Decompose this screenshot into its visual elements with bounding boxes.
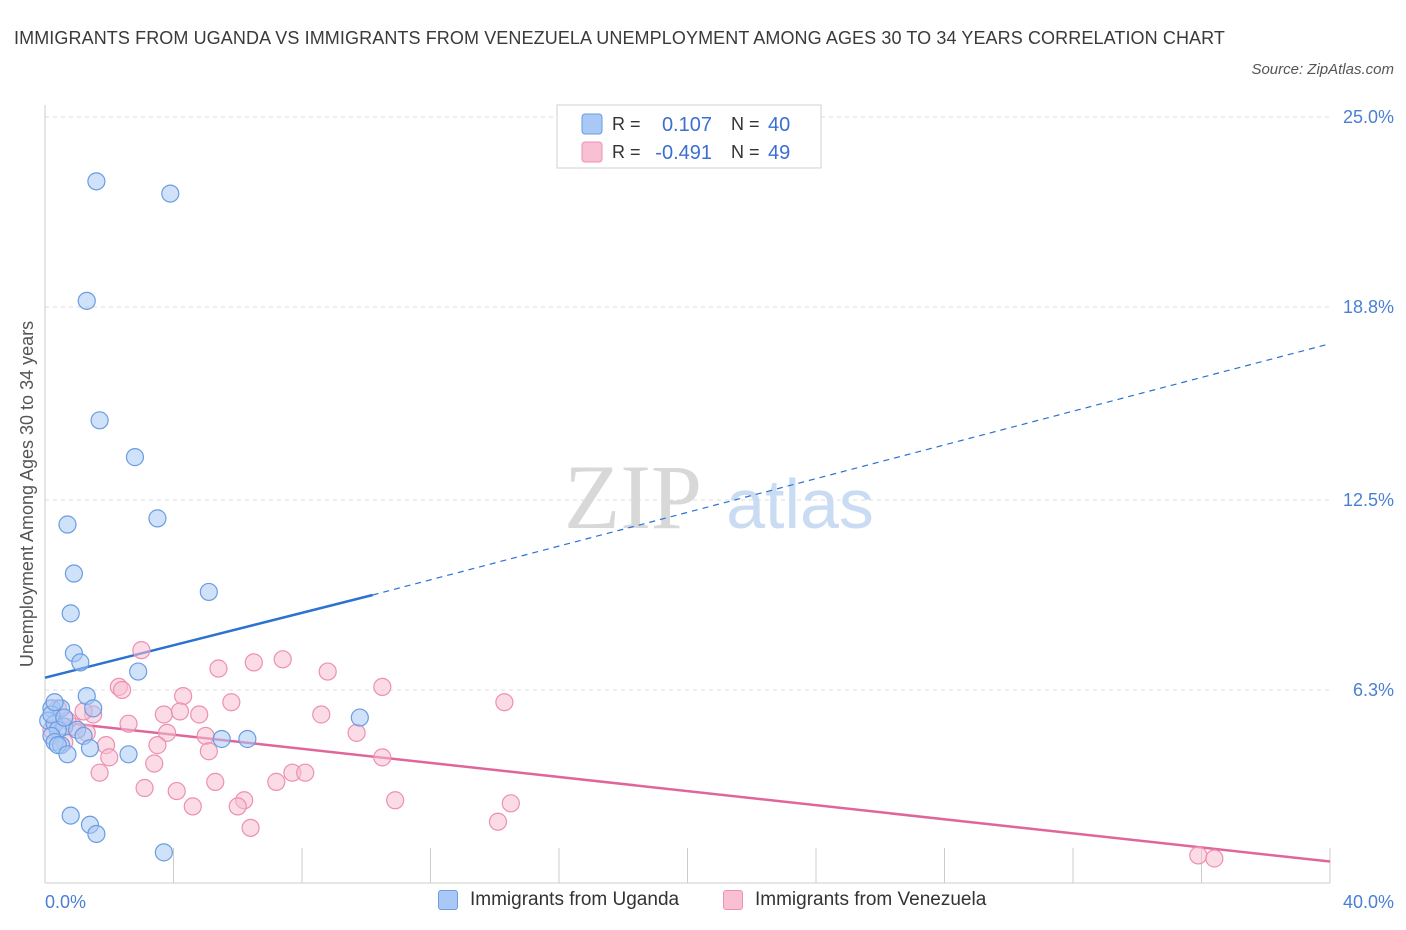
uganda-point <box>129 662 148 681</box>
venezuela-point <box>167 781 186 801</box>
venezuela-point <box>132 641 151 660</box>
venezuela-point <box>495 693 514 712</box>
venezuela-point <box>135 778 154 798</box>
uganda-point <box>238 729 257 749</box>
venezuela-point <box>119 714 138 733</box>
watermark-atlas: atlas <box>726 465 874 543</box>
trend-line-venezuela <box>44 719 1331 863</box>
venezuela-point <box>488 812 508 831</box>
venezuela-point <box>241 818 260 837</box>
legend-swatch-uganda <box>581 113 603 135</box>
y-tick-label: 12.5% <box>1343 490 1394 510</box>
bottom-legend-venezuela: Immigrants from Venezuela <box>723 889 986 911</box>
venezuela-point <box>183 797 202 816</box>
venezuela-point <box>145 754 164 773</box>
venezuela-point <box>1189 846 1208 865</box>
uganda-point <box>148 509 167 528</box>
venezuela-point <box>222 693 241 712</box>
venezuela-point <box>318 662 337 681</box>
venezuela-point <box>209 659 228 678</box>
venezuela-point <box>112 680 132 700</box>
legend-r-label-uganda: R = <box>612 114 641 134</box>
venezuela-points <box>42 641 1224 868</box>
venezuela-point <box>347 723 366 742</box>
uganda-point <box>58 515 77 534</box>
bottom-legend-label-venezuela: Immigrants from Venezuela <box>755 889 987 910</box>
uganda-point <box>154 843 173 862</box>
legend-n-value-uganda: 40 <box>768 114 790 136</box>
uganda-point <box>61 806 80 825</box>
bottom-legend-swatch-uganda <box>438 890 458 910</box>
venezuela-point <box>312 705 331 724</box>
venezuela-point <box>296 763 315 782</box>
x-tick-label-min: 0.0% <box>45 892 86 912</box>
x-tick-label-max: 40.0% <box>1343 892 1394 912</box>
venezuela-point <box>157 723 177 742</box>
uganda-point <box>77 291 96 310</box>
trend-line-uganda <box>44 593 373 679</box>
venezuela-point <box>373 677 392 697</box>
venezuela-point <box>273 650 292 669</box>
legend-n-value-venezuela: 49 <box>768 142 790 164</box>
x-tick-marks <box>173 848 1331 883</box>
venezuela-point <box>386 791 405 810</box>
y-tick-label: 18.8% <box>1343 297 1394 317</box>
venezuela-point <box>170 702 190 721</box>
trend-lines <box>44 343 1331 863</box>
bottom-legend-label-uganda: Immigrants from Uganda <box>470 889 680 910</box>
venezuela-point <box>174 686 193 706</box>
uganda-point <box>84 699 103 718</box>
bottom-legend-uganda: Immigrants from Uganda <box>438 889 679 911</box>
venezuela-point <box>501 794 520 813</box>
chart-title: IMMIGRANTS FROM UGANDA VS IMMIGRANTS FRO… <box>14 28 1226 48</box>
uganda-point <box>119 745 138 764</box>
uganda-point <box>55 708 74 727</box>
y-tick-label: 25.0% <box>1343 107 1394 127</box>
venezuela-point <box>196 726 215 746</box>
uganda-point <box>71 653 90 672</box>
legend-r-label-venezuela: R = <box>612 142 641 162</box>
venezuela-point <box>373 748 392 767</box>
stats-legend: R = 0.107 N = 40 R = -0.491 N = 49 <box>556 104 822 169</box>
uganda-point <box>61 604 80 623</box>
uganda-point <box>199 582 218 602</box>
venezuela-point <box>190 705 209 724</box>
venezuela-point <box>228 797 247 816</box>
uganda-point <box>161 184 180 203</box>
bottom-legend-swatch-venezuela <box>723 890 743 910</box>
uganda-points <box>39 172 369 862</box>
venezuela-point <box>206 772 225 791</box>
venezuela-point <box>90 763 109 782</box>
uganda-point <box>87 172 106 191</box>
venezuela-point <box>267 772 286 791</box>
legend-n-label-uganda: N = <box>731 114 760 134</box>
uganda-point <box>45 693 64 712</box>
uganda-point <box>64 564 84 583</box>
y-tick-label: 6.3% <box>1353 680 1394 700</box>
grid-lines <box>45 116 1330 691</box>
uganda-point <box>58 745 77 764</box>
uganda-point <box>87 824 106 844</box>
y-axis-label: Unemployment Among Ages 30 to 34 years <box>17 321 37 667</box>
venezuela-point <box>199 742 218 761</box>
venezuela-point <box>244 653 263 672</box>
uganda-point <box>80 739 100 758</box>
uganda-point <box>90 411 109 430</box>
watermark-zip: ZIP <box>564 446 702 548</box>
uganda-point <box>125 448 145 467</box>
legend-r-value-uganda: 0.107 <box>662 114 712 136</box>
venezuela-point <box>154 705 173 724</box>
legend-n-label-venezuela: N = <box>731 142 760 162</box>
y-tick-labels: 6.3% 12.5% 18.8% 25.0% <box>1343 107 1394 700</box>
venezuela-point <box>148 736 167 755</box>
venezuela-point <box>100 748 119 767</box>
source-label: Source: ZipAtlas.com <box>1251 61 1394 78</box>
uganda-point <box>212 729 231 749</box>
uganda-point <box>350 708 369 727</box>
legend-r-value-venezuela: -0.491 <box>655 142 712 164</box>
legend-swatch-venezuela <box>581 141 603 163</box>
venezuela-point <box>1205 849 1224 868</box>
